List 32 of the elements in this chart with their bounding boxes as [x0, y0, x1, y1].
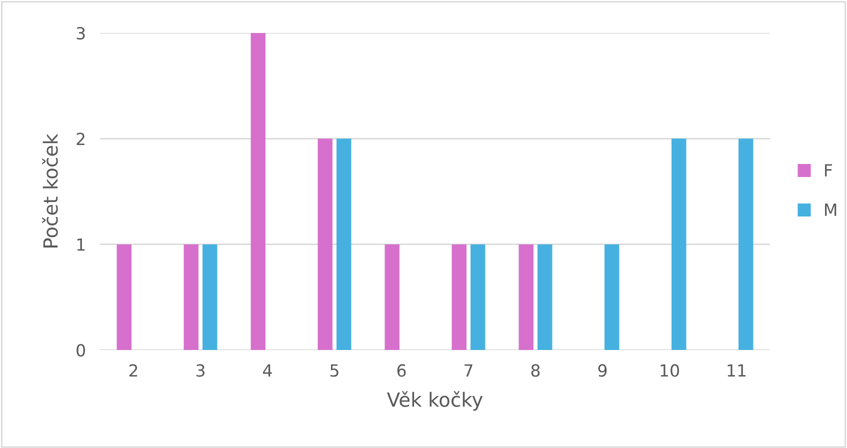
bar	[672, 138, 686, 350]
x-tick-label: 10	[660, 364, 679, 377]
y-tick-label: 2	[76, 132, 84, 145]
x-tick-label: 6	[397, 364, 406, 377]
x-tick-label: 3	[196, 364, 204, 377]
y-tick-label: 1	[77, 238, 85, 251]
x-tick-label: 8	[531, 364, 540, 377]
y-tick-label: 0	[76, 344, 86, 357]
bar	[470, 244, 486, 350]
bar	[336, 138, 352, 350]
bar	[384, 244, 400, 350]
bar	[318, 138, 332, 350]
x-axis-title: Věk kočky	[386, 391, 483, 411]
bar	[518, 244, 534, 350]
bar	[452, 244, 466, 350]
bar	[538, 244, 552, 350]
bar	[604, 244, 620, 350]
x-tick-label: 5	[330, 364, 338, 377]
bar	[250, 33, 266, 350]
legend-label: M	[825, 204, 836, 216]
bar	[202, 244, 218, 350]
x-tick-label: 4	[263, 364, 272, 377]
bar	[184, 244, 198, 350]
y-tick-label: 3	[76, 26, 85, 40]
y-axis-title: Počet koček	[42, 134, 58, 248]
bar	[738, 138, 754, 350]
x-tick-label: 2	[129, 364, 138, 377]
bar	[116, 244, 132, 350]
x-tick-label: 9	[598, 364, 607, 377]
x-tick-label: 7	[464, 364, 472, 377]
x-tick-label: 11	[728, 364, 746, 377]
legend-label: F	[825, 164, 832, 176]
